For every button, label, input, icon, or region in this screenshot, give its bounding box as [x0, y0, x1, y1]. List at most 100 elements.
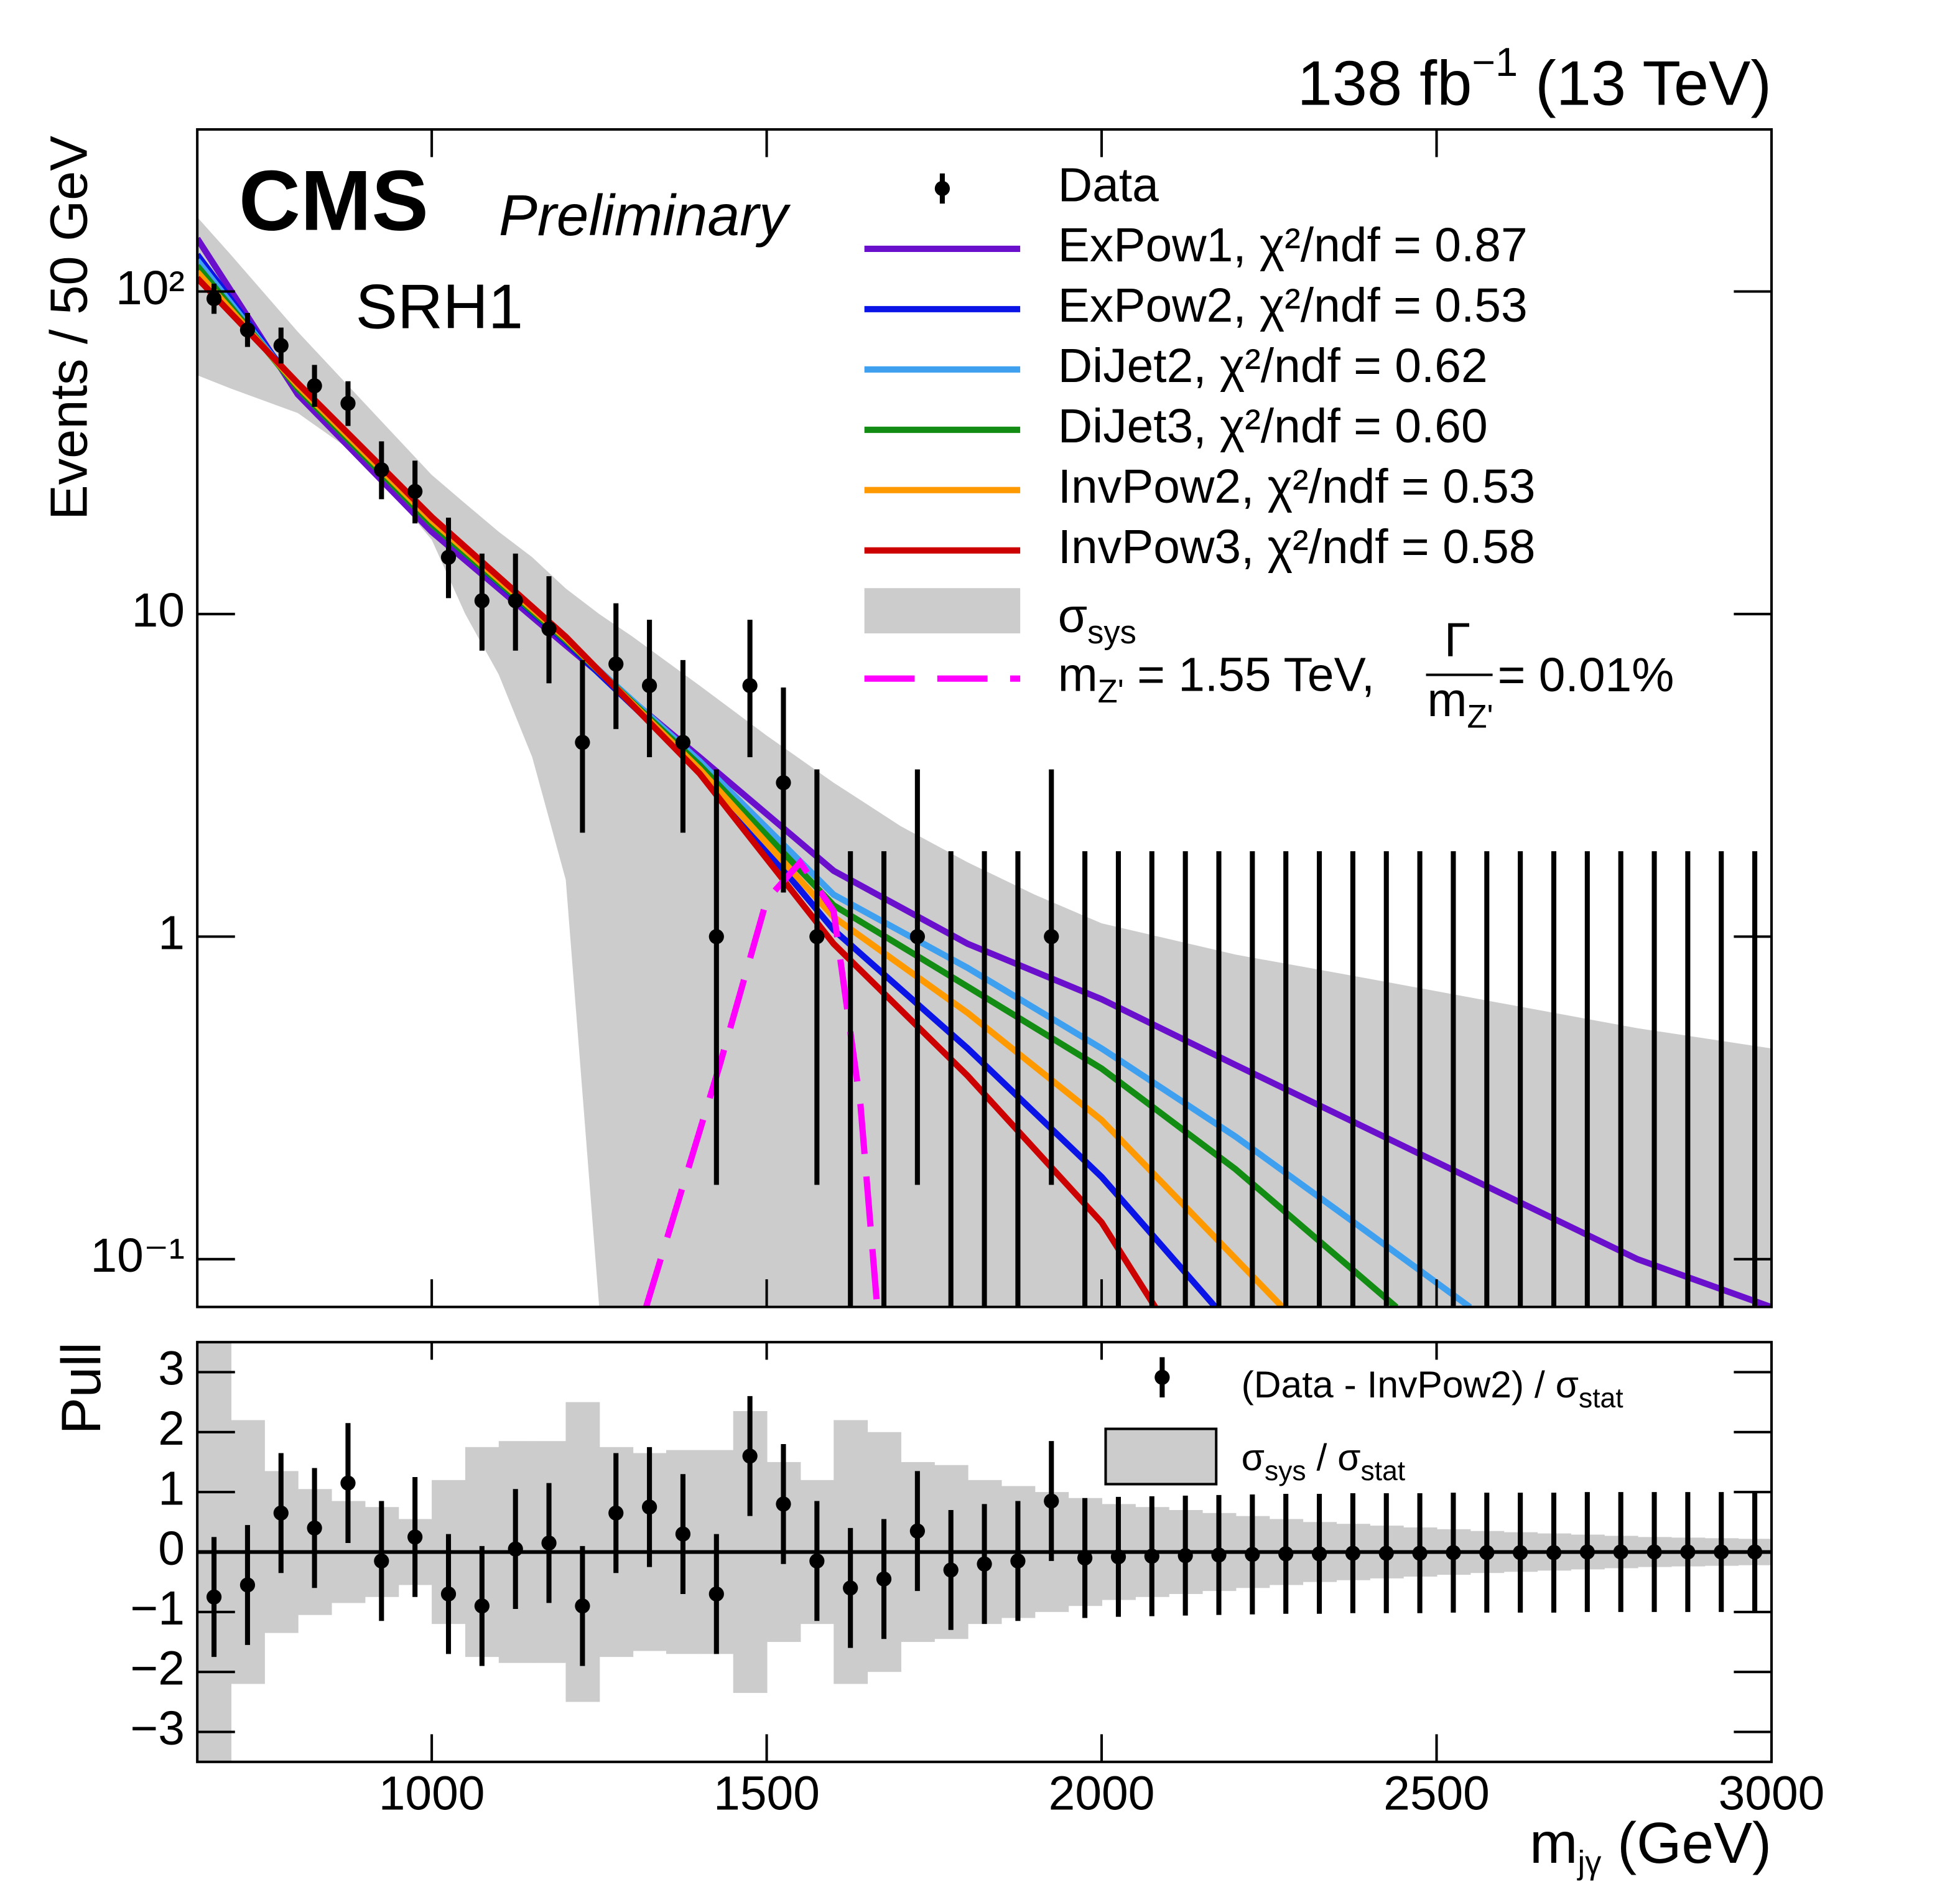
- pull-point: [843, 1580, 858, 1596]
- pull-point: [1680, 1544, 1696, 1560]
- pull-point: [776, 1496, 791, 1512]
- data-point: [440, 549, 457, 565]
- signal-den-sub: Z': [1467, 698, 1493, 735]
- region-label: SRH1: [356, 273, 523, 342]
- pull-frame: [196, 1341, 1773, 1763]
- pull-point: [1378, 1545, 1394, 1561]
- pull-point: [1479, 1545, 1495, 1560]
- legend-label: DiJet3, χ²/ndf = 0.60: [1058, 400, 1488, 453]
- pull-point: [641, 1499, 657, 1515]
- pull-point: [1010, 1553, 1026, 1569]
- x-label-unit: (GeV): [1601, 1811, 1772, 1875]
- legend-pull-band: [1104, 1427, 1218, 1486]
- pull-legend-band: σsys / σstat: [1242, 1436, 1406, 1486]
- pull-point: [943, 1562, 959, 1578]
- legend-label: InvPow2, χ²/ndf = 0.53: [1058, 460, 1536, 513]
- pull-point: [742, 1448, 758, 1464]
- data-point: [776, 775, 791, 791]
- y-tick-label: 0: [158, 1522, 185, 1575]
- pull-data-sub: stat: [1579, 1383, 1623, 1414]
- y-tick-label: −1: [130, 1582, 185, 1635]
- pull-point: [508, 1541, 523, 1557]
- pull-point: [1278, 1546, 1294, 1562]
- main-plot-area: [197, 217, 1772, 1307]
- energy: (13 TeV): [1518, 49, 1772, 118]
- pull-point: [1613, 1544, 1628, 1560]
- signal-legend-label: mZ' = 1.55 TeV,: [1058, 649, 1375, 710]
- legend-label: InvPow3, χ²/ndf = 0.58: [1058, 521, 1536, 574]
- data-point: [809, 929, 825, 944]
- data-point: [608, 656, 624, 672]
- pull-point: [474, 1598, 490, 1614]
- data-point: [474, 593, 490, 608]
- pull-axis-label: Pull: [50, 1342, 112, 1434]
- pull-point: [239, 1577, 256, 1593]
- pull-point: [307, 1520, 322, 1536]
- signal-m: m: [1058, 649, 1098, 702]
- pull-point: [1446, 1545, 1461, 1560]
- signal-mass: = 1.55 TeV,: [1124, 649, 1375, 702]
- pull-point: [374, 1553, 389, 1569]
- y-tick-label: −2: [130, 1643, 185, 1695]
- lumi-label: 138 fb−1 (13 TeV): [1298, 39, 1772, 118]
- band-legend-label: σsys: [1058, 590, 1136, 651]
- pull-band-sub2: stat: [1361, 1456, 1406, 1486]
- pull-band-s1: σ: [1242, 1436, 1265, 1478]
- signal-gamma: Γ: [1444, 613, 1470, 666]
- pull-point: [1546, 1545, 1562, 1560]
- y-tick-label: 2: [158, 1402, 185, 1455]
- data-point: [508, 593, 523, 608]
- y-tick-label: 3: [158, 1343, 185, 1396]
- pull-point: [273, 1505, 289, 1521]
- pull-point: [1412, 1545, 1428, 1561]
- data-point: [239, 322, 256, 338]
- pull-legend-data: (Data - InvPow2) / σstat: [1242, 1363, 1624, 1414]
- pull-point: [340, 1475, 356, 1491]
- pull-point: [1311, 1546, 1327, 1562]
- data-point: [340, 396, 356, 411]
- legend-label: Data: [1058, 159, 1159, 212]
- signal-den-m: m: [1428, 674, 1467, 727]
- pull-point: [1144, 1549, 1159, 1564]
- band-sub: sys: [1087, 614, 1136, 651]
- y-tick-label: −3: [130, 1702, 185, 1755]
- pull-point: [575, 1598, 590, 1614]
- pull-point: [1211, 1547, 1227, 1563]
- legend-data-marker: [934, 180, 950, 197]
- main-frame: [196, 128, 1773, 1308]
- signal-width: = 0.01%: [1498, 649, 1674, 702]
- pull-point: [1579, 1544, 1595, 1560]
- lumi-exp: −1: [1472, 39, 1518, 85]
- legend-band: [864, 588, 1021, 633]
- pull-band-s2: / σ: [1306, 1436, 1361, 1478]
- y-tick-label: 10²: [116, 262, 185, 315]
- x-axis-label: mjγ (GeV): [1530, 1811, 1772, 1881]
- data-point: [541, 621, 557, 636]
- preliminary-label: Preliminary: [499, 183, 791, 248]
- lumi: 138 fb: [1298, 49, 1472, 118]
- data-point: [675, 735, 691, 750]
- signal-sub: Z': [1098, 673, 1124, 710]
- pull-point: [1077, 1550, 1093, 1566]
- data-point: [374, 462, 389, 478]
- pull-data-text: (Data - InvPow2) / σ: [1242, 1363, 1579, 1406]
- fit-curve: [197, 236, 1772, 1307]
- data-point: [407, 483, 423, 499]
- data-point: [742, 678, 758, 694]
- data-point: [1044, 929, 1059, 944]
- signal-denominator: mZ': [1428, 674, 1493, 735]
- pull-point: [1110, 1549, 1126, 1565]
- fit-curve: [197, 276, 1158, 1307]
- x-tick-label: 2000: [1049, 1768, 1155, 1820]
- y-tick-label: 10: [132, 584, 185, 637]
- cms-label: CMS: [239, 154, 429, 249]
- y-axis-label: Events / 50 GeV: [39, 136, 98, 520]
- pull-point: [1245, 1547, 1260, 1562]
- legend-label: ExPow2, χ²/ndf = 0.53: [1058, 279, 1528, 332]
- data-point: [206, 291, 222, 307]
- legend-label: ExPow1, χ²/ndf = 0.87: [1058, 219, 1528, 272]
- x-label-main: m: [1530, 1811, 1577, 1875]
- x-tick-label: 1000: [379, 1768, 485, 1820]
- pull-point: [1646, 1544, 1662, 1560]
- pull-point: [675, 1526, 691, 1542]
